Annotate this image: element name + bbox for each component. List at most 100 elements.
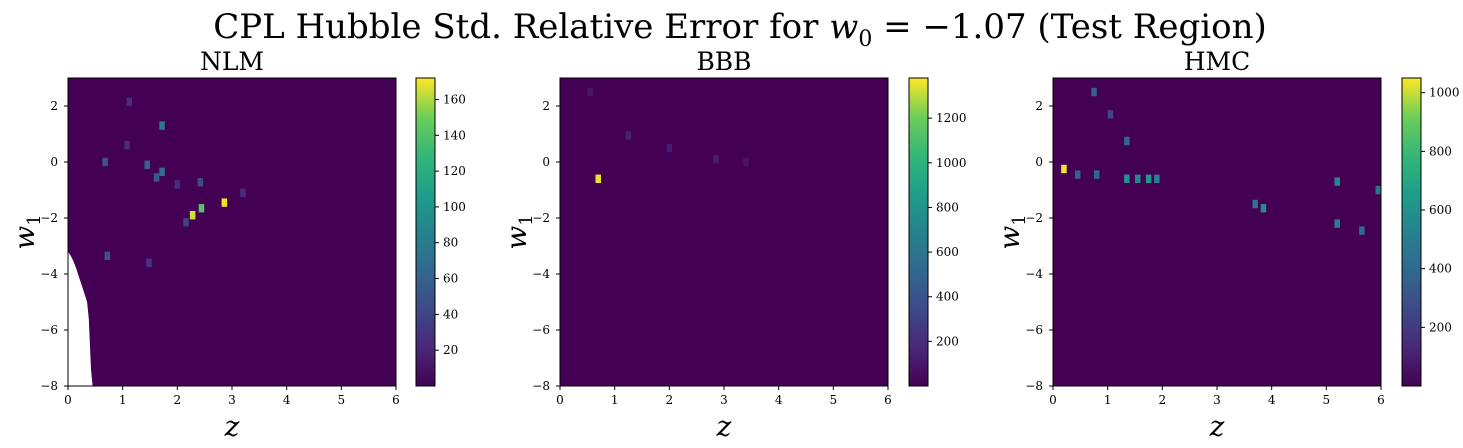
y-tick-label: −6 — [1025, 323, 1043, 337]
colorbar-tick-label: 120 — [443, 164, 466, 178]
x-axis-label: z — [224, 410, 240, 443]
x-tick-label: 4 — [283, 393, 291, 407]
heatmap-cell — [102, 157, 108, 167]
colorbar-tick-label: 140 — [443, 128, 466, 142]
x-axis-label: z — [716, 410, 732, 443]
y-axis-label-sub: 1 — [1009, 214, 1030, 225]
y-axis-label-var: w — [993, 226, 1026, 250]
colorbar — [1401, 77, 1422, 387]
heatmap-cell — [174, 180, 181, 189]
colorbar-tick-label: 100 — [443, 200, 466, 214]
y-tick-label: −4 — [1025, 267, 1043, 281]
y-tick-label: −2 — [1025, 211, 1043, 225]
panel-title: HMC — [1184, 47, 1251, 76]
figure-title-math-eq: = −1.07 — [872, 7, 1026, 47]
x-tick-label: 2 — [1159, 393, 1167, 407]
panel-title: NLM — [200, 47, 264, 76]
y-axis-label: w1 — [993, 214, 1030, 249]
heatmap-cell — [1061, 164, 1067, 174]
heatmap-cell — [713, 155, 719, 164]
figure-title: CPL Hubble Std. Relative Error for w0 = … — [213, 7, 1267, 52]
heatmap-cell — [153, 173, 160, 182]
heatmap-cell — [1375, 185, 1381, 195]
colorbar-tick-label: 40 — [443, 307, 458, 321]
colorbar-tick-label: 800 — [936, 200, 959, 214]
heatmap-cell — [126, 97, 132, 106]
heatmap-cell — [1135, 174, 1141, 183]
heatmap-cell — [595, 174, 601, 183]
colorbar-tick-label: 400 — [1429, 262, 1452, 276]
x-tick-label: 3 — [228, 393, 236, 407]
y-tick-label: 2 — [542, 99, 550, 113]
colorbar-tick-label: 1200 — [936, 111, 967, 125]
panel-title: BBB — [696, 47, 751, 76]
heatmap-cell — [144, 160, 150, 169]
x-tick-label: 5 — [338, 393, 346, 407]
heatmap-cell — [1334, 219, 1340, 228]
x-tick-label: 6 — [884, 393, 892, 407]
x-tick-label: 0 — [556, 393, 564, 407]
heatmap-cell — [625, 131, 632, 140]
colorbar-tick-label: 600 — [1429, 203, 1452, 217]
heatmap-background — [68, 78, 396, 386]
heatmap-cell — [159, 167, 165, 176]
figure-title-math-sub: 0 — [858, 27, 872, 52]
heatmap-cell — [1145, 174, 1152, 183]
heatmap-cell — [221, 198, 228, 207]
heatmap-cell — [159, 121, 165, 130]
y-tick-label: −4 — [532, 267, 550, 281]
colorbar-tick-label: 800 — [1429, 144, 1452, 158]
x-tick-label: 4 — [1268, 393, 1276, 407]
heatmap-cell — [124, 141, 130, 150]
heatmap-cell — [1091, 87, 1097, 97]
colorbar-tick-label: 1000 — [1429, 86, 1460, 100]
heatmap-cell — [146, 258, 152, 267]
heatmap-cell — [1260, 204, 1267, 213]
colorbar — [415, 77, 436, 387]
y-tick-label: 0 — [50, 155, 58, 169]
x-tick-label: 2 — [666, 393, 674, 407]
heatmap-cell — [1124, 174, 1130, 183]
x-tick-label: 1 — [1104, 393, 1112, 407]
y-tick-label: 2 — [1035, 99, 1043, 113]
colorbar-tick-label: 20 — [443, 343, 458, 357]
y-tick-label: −4 — [40, 267, 58, 281]
y-axis-label-sub: 1 — [516, 214, 537, 225]
x-tick-label: 2 — [174, 393, 182, 407]
y-tick-label: −6 — [40, 323, 58, 337]
heatmap-background — [1053, 78, 1381, 386]
y-tick-label: 0 — [542, 155, 550, 169]
y-axis-label: w1 — [500, 214, 537, 249]
y-tick-label: −2 — [532, 211, 550, 225]
y-axis-label-var: w — [500, 226, 533, 250]
y-axis-label-sub: 1 — [24, 214, 45, 225]
x-tick-label: 0 — [1049, 393, 1057, 407]
y-tick-label: 2 — [50, 99, 58, 113]
colorbar — [908, 77, 929, 387]
y-axis-label: w1 — [8, 214, 45, 249]
colorbar-tick-label: 60 — [443, 272, 458, 286]
heatmap-cell — [666, 143, 673, 153]
y-tick-label: 0 — [1035, 155, 1043, 169]
heatmap-cell — [189, 211, 196, 220]
y-tick-label: −8 — [532, 379, 550, 393]
heatmap-cell — [587, 87, 593, 97]
x-tick-label: 1 — [611, 393, 619, 407]
heatmap-cell — [1107, 110, 1114, 119]
x-tick-label: 3 — [1213, 393, 1221, 407]
colorbar-tick-label: 1000 — [936, 156, 967, 170]
heatmap-cell — [1334, 177, 1340, 186]
colorbar-tick-label: 200 — [936, 334, 959, 348]
heatmap-cell — [104, 251, 111, 260]
heatmap-cell — [197, 178, 204, 187]
heatmap-cell — [1124, 136, 1130, 146]
colorbar-tick-label: 600 — [936, 245, 959, 259]
colorbar-tick-label: 400 — [936, 290, 959, 304]
x-tick-label: 5 — [830, 393, 838, 407]
x-tick-label: 1 — [119, 393, 127, 407]
heatmap-cell — [240, 188, 246, 197]
